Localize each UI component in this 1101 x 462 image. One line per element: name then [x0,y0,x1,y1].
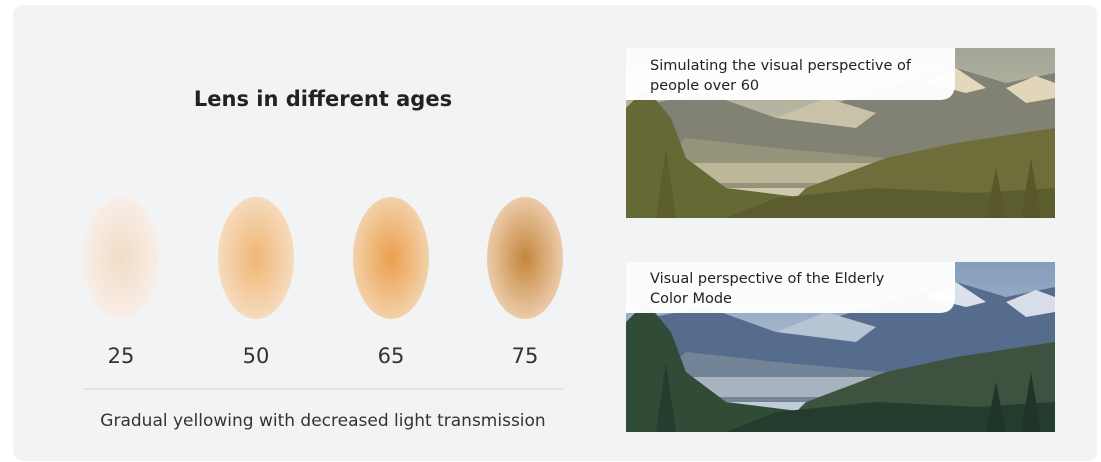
photo-caption-box [626,48,955,100]
photo-caption: people over 60 [650,78,759,94]
lens [487,197,563,319]
lens [83,197,159,319]
photo-caption-box [626,262,955,313]
title: Lens in different ages [194,87,452,111]
caption: Gradual yellowing with decreased light t… [100,411,545,431]
age-label: 50 [243,344,270,368]
age-label: 25 [108,344,135,368]
lens [353,197,429,319]
lens [218,197,294,319]
age-label: 75 [512,344,539,368]
photo-caption: Color Mode [650,291,732,307]
lenses: 25 50 65 75 [83,197,563,368]
photo-caption: Simulating the visual perspective of [650,58,912,74]
age-label: 65 [378,344,405,368]
photo-caption: Visual perspective of the Elderly [650,271,885,287]
